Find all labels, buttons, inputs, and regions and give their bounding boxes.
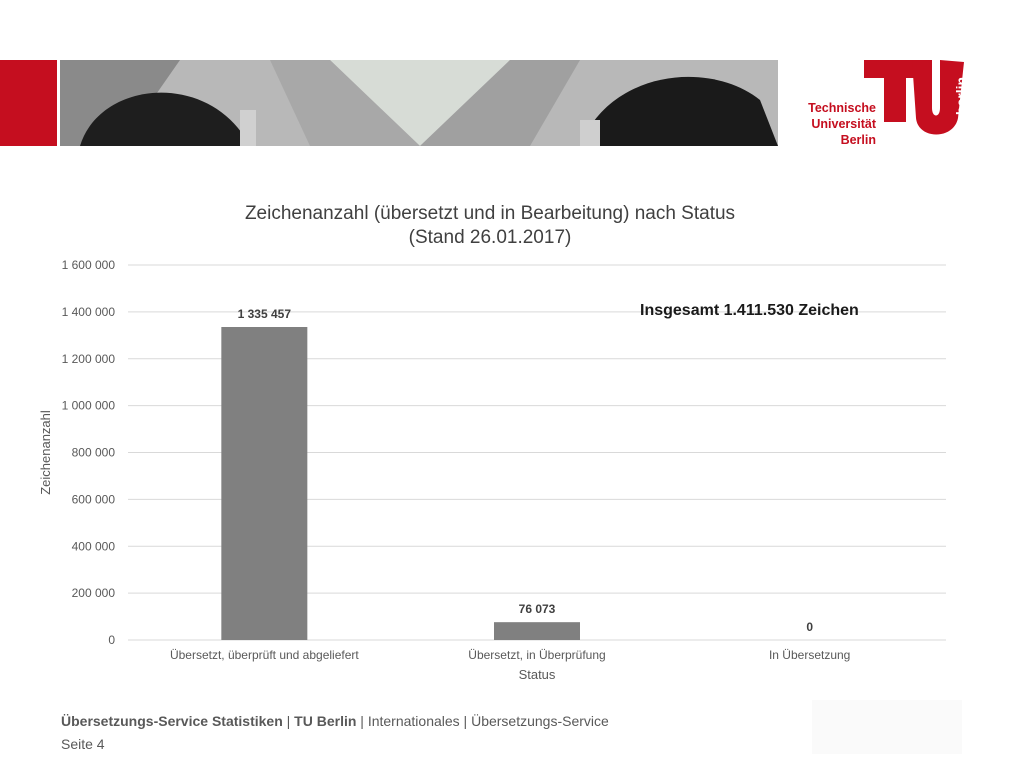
footer-title-bold: Übersetzungs-Service Statistiken — [61, 713, 283, 729]
x-axis-title: Status — [519, 667, 556, 682]
y-tick-label: 1 400 000 — [62, 305, 116, 319]
tu-berlin-logo: Technische Universität Berlin berlin — [808, 58, 969, 150]
logo-wordmark: Technische Universität Berlin — [808, 100, 876, 148]
y-tick-label: 1 000 000 — [62, 399, 116, 413]
y-tick-label: 600 000 — [72, 492, 116, 506]
header-red-block — [0, 60, 57, 146]
y-axis-title: Zeichenanzahl — [38, 410, 53, 495]
footer-title: Übersetzungs-Service Statistiken | TU Be… — [61, 713, 609, 729]
y-tick-label: 0 — [108, 633, 115, 647]
header-architecture-photo — [60, 60, 778, 146]
bar — [221, 327, 308, 640]
data-label: 76 073 — [519, 602, 556, 616]
y-tick-label: 200 000 — [72, 586, 116, 600]
chart-title-main: Zeichenanzahl (übersetzt und in Bearbeit… — [244, 203, 736, 224]
chart-title: Zeichenanzahl (übersetzt und in Bearbeit… — [130, 202, 850, 250]
chart-subtitle: (Stand 26.01.2017) — [408, 227, 572, 248]
logo-line-2: Universität — [811, 117, 876, 131]
y-tick-label: 1 600 000 — [62, 258, 116, 272]
data-label: 0 — [806, 620, 813, 634]
page-number: Seite 4 — [61, 736, 105, 752]
logo-line-3: Berlin — [840, 133, 876, 147]
y-tick-label: 400 000 — [72, 539, 116, 553]
y-tick-label: 1 200 000 — [62, 352, 116, 366]
logo-line-1: Technische — [808, 101, 876, 115]
footer-rest: | Internationales | Übersetzungs-Service — [356, 713, 609, 729]
y-tick-label: 800 000 — [72, 446, 116, 460]
footer-org: TU Berlin — [294, 713, 357, 729]
logo-t-shape — [864, 60, 926, 122]
data-label: 1 335 457 — [238, 307, 292, 321]
footer-separator: | — [282, 713, 295, 729]
logo-u-shape — [912, 60, 964, 135]
footer-watermark-block — [812, 700, 962, 754]
x-tick-label: Übersetzt, in Überprüfung — [468, 648, 605, 662]
x-tick-label: Übersetzt, überprüft und abgeliefert — [170, 648, 359, 662]
x-tick-label: In Übersetzung — [769, 648, 850, 662]
bar — [494, 622, 580, 640]
total-annotation: Insgesamt 1.411.530 Zeichen — [640, 302, 859, 319]
